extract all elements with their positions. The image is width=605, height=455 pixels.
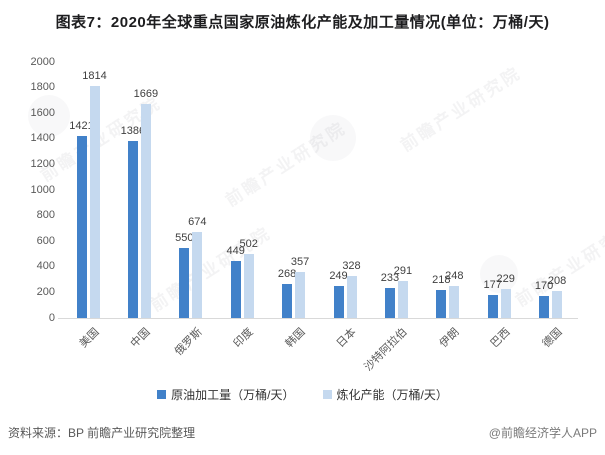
x-axis-label: 韩国: [283, 326, 308, 351]
value-label: 1386: [120, 124, 146, 137]
x-axis-label: 伊朗: [437, 326, 462, 351]
bar-capacity: [243, 253, 254, 318]
credit-text: @前瞻经济学人APP: [488, 426, 597, 440]
value-label: 170: [534, 280, 554, 293]
y-tick-label: 1200: [30, 157, 55, 170]
x-axis-label: 俄罗斯: [172, 326, 205, 358]
value-label: 449: [226, 244, 245, 257]
value-label: 249: [329, 270, 348, 283]
bar-processing: [539, 296, 550, 318]
x-axis-label: 德国: [540, 326, 565, 351]
value-label: 1814: [82, 69, 107, 82]
bar-processing: [127, 140, 138, 318]
legend-item: 炼化产能（万桶/天）: [322, 386, 448, 403]
bar-processing: [179, 247, 190, 318]
y-tick-label: 600: [36, 234, 55, 247]
bar-processing: [230, 260, 241, 318]
value-label: 229: [496, 272, 515, 285]
x-axis-label: 沙特阿拉伯: [362, 326, 411, 374]
source-text: 资料来源：BP 前瞻产业研究院整理: [8, 426, 196, 440]
value-label: 328: [342, 260, 361, 273]
bar-capacity: [192, 231, 203, 318]
bar-capacity: [500, 288, 511, 318]
x-axis-line: [58, 318, 578, 319]
legend-item: 原油加工量（万桶/天）: [157, 386, 295, 403]
value-label: 291: [393, 264, 413, 277]
bar-capacity: [397, 280, 408, 318]
bar-capacity: [89, 85, 100, 318]
legend-swatch-icon: [322, 390, 332, 399]
bar-capacity: [295, 272, 306, 318]
watermark-text: 前瞻产业研究院: [222, 118, 350, 211]
value-label: 502: [239, 237, 258, 250]
legend: 原油加工量（万桶/天） 炼化产能（万桶/天）: [0, 386, 605, 403]
value-label: 268: [277, 267, 297, 280]
x-axis-label: 巴西: [488, 326, 513, 351]
bar-capacity: [140, 104, 151, 318]
bar-processing: [436, 290, 447, 318]
bar-capacity: [346, 276, 357, 318]
y-tick-label: 1600: [30, 106, 55, 119]
x-axis-label: 美国: [77, 326, 102, 351]
y-tick-label: 0: [48, 311, 55, 324]
x-axis-label: 印度: [231, 326, 256, 351]
bar-processing: [76, 136, 87, 318]
bar-processing: [282, 283, 293, 318]
legend-label: 炼化产能（万桶/天）: [336, 388, 448, 402]
bar-capacity: [449, 286, 460, 318]
y-tick-label: 800: [36, 209, 55, 222]
value-label: 177: [483, 279, 502, 292]
y-tick-label: 200: [36, 285, 55, 298]
footer: 资料来源：BP 前瞻产业研究院整理 @前瞻经济学人APP: [0, 424, 605, 441]
chart-title: 图表7：2020年全球重点国家原油炼化产能及加工量情况(单位：万桶/天): [55, 14, 550, 31]
value-label: 218: [432, 274, 451, 287]
x-axis-label: 日本: [334, 326, 359, 351]
value-label: 674: [188, 215, 207, 228]
legend-label: 原油加工量（万桶/天）: [171, 388, 295, 402]
bar-processing: [487, 295, 498, 318]
x-axis-label: 中国: [128, 326, 154, 351]
y-tick-label: 1400: [30, 132, 55, 145]
bar-processing: [333, 286, 344, 318]
value-label: 550: [175, 231, 194, 244]
value-label: 1421: [69, 120, 94, 133]
value-label: 208: [547, 275, 567, 288]
bar-processing: [384, 288, 395, 318]
y-tick-label: 1800: [30, 81, 55, 94]
y-tick-label: 2000: [30, 55, 55, 68]
y-tick-label: 400: [36, 260, 55, 273]
watermark-logo-icon: [310, 115, 356, 161]
bar-capacity: [552, 291, 563, 318]
value-label: 248: [445, 270, 464, 283]
y-tick-label: 1000: [30, 183, 55, 196]
value-label: 1669: [133, 88, 159, 101]
value-label: 233: [380, 272, 400, 285]
watermark-text: 前瞻产业研究院: [397, 63, 525, 156]
value-label: 357: [290, 256, 310, 269]
legend-swatch-icon: [157, 390, 167, 399]
